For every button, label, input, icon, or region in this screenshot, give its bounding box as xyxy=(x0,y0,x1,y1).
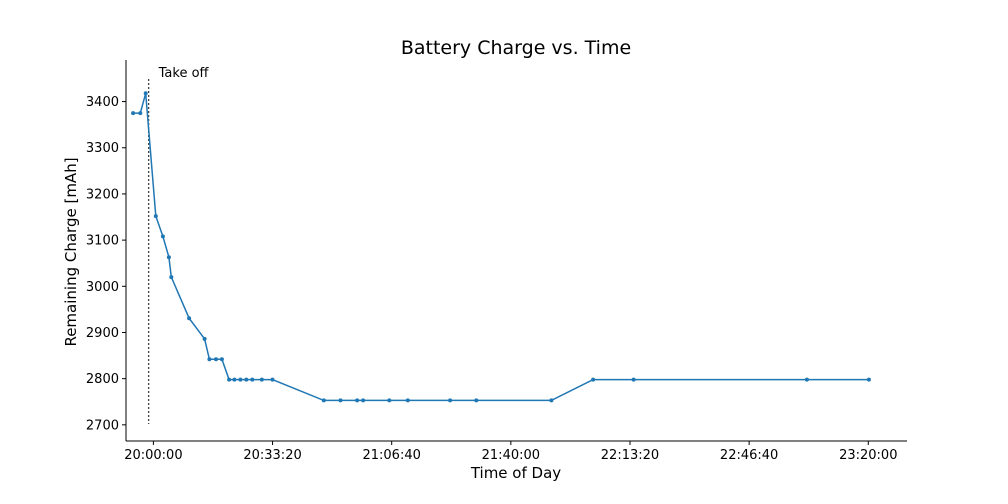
data-point xyxy=(270,377,275,382)
data-point xyxy=(591,377,596,382)
data-point xyxy=(361,398,366,403)
y-tick-label: 3300 xyxy=(86,141,119,156)
data-point xyxy=(143,91,148,96)
series-line xyxy=(133,93,869,402)
data-point xyxy=(138,111,143,116)
x-tick-label: 20:00:00 xyxy=(124,448,182,463)
x-tick-label: 22:46:40 xyxy=(720,448,778,463)
data-point xyxy=(259,377,264,382)
y-tick-label: 3100 xyxy=(86,234,119,249)
y-tick-label: 3400 xyxy=(86,95,119,110)
data-point xyxy=(387,398,392,403)
data-point xyxy=(219,357,224,362)
data-point xyxy=(227,377,232,382)
y-tick-label: 2800 xyxy=(86,372,119,387)
takeoff-annotation: Take off xyxy=(158,66,210,81)
data-point xyxy=(321,398,326,403)
data-point xyxy=(866,377,871,382)
y-tick-label: 3200 xyxy=(86,187,119,202)
data-point xyxy=(187,316,192,321)
y-tick-label: 2900 xyxy=(86,326,119,341)
data-point xyxy=(474,398,479,403)
data-point xyxy=(448,398,453,403)
y-axis-label: Remaining Charge [mAh] xyxy=(62,157,80,346)
y-tick-label: 2700 xyxy=(86,418,119,433)
data-point xyxy=(355,398,360,403)
data-point xyxy=(153,214,158,219)
x-tick-label: 21:06:40 xyxy=(362,448,420,463)
series-points xyxy=(131,91,871,403)
data-point xyxy=(804,377,809,382)
y-ticks: 2700 2800 2900 3000 3100 3200 3300 3400 xyxy=(86,95,126,433)
x-axis-label: Time of Day xyxy=(470,464,561,482)
annotation-layer: Take off xyxy=(147,66,210,424)
x-tick-label: 22:13:20 xyxy=(601,448,659,463)
data-point xyxy=(131,111,136,116)
data-point xyxy=(166,255,171,260)
data-point xyxy=(405,398,410,403)
data-point xyxy=(207,357,212,362)
data-point xyxy=(250,377,255,382)
chart-title: Battery Charge vs. Time xyxy=(401,37,631,59)
y-tick-label: 3000 xyxy=(86,280,119,295)
data-point xyxy=(338,398,343,403)
data-point xyxy=(244,377,249,382)
data-point xyxy=(214,357,218,362)
data-point xyxy=(160,234,165,239)
data-point xyxy=(169,275,174,280)
x-tick-label: 23:20:00 xyxy=(839,448,897,463)
data-point xyxy=(202,336,207,341)
data-point xyxy=(631,377,636,382)
x-tick-label: 21:40:00 xyxy=(482,448,540,463)
x-ticks: 20:00:00 20:33:20 21:06:40 21:40:00 22:13:20… xyxy=(124,441,897,463)
data-point xyxy=(232,377,237,382)
x-tick-label: 20:33:20 xyxy=(243,448,301,463)
data-point xyxy=(238,377,243,382)
data-point xyxy=(549,398,554,403)
